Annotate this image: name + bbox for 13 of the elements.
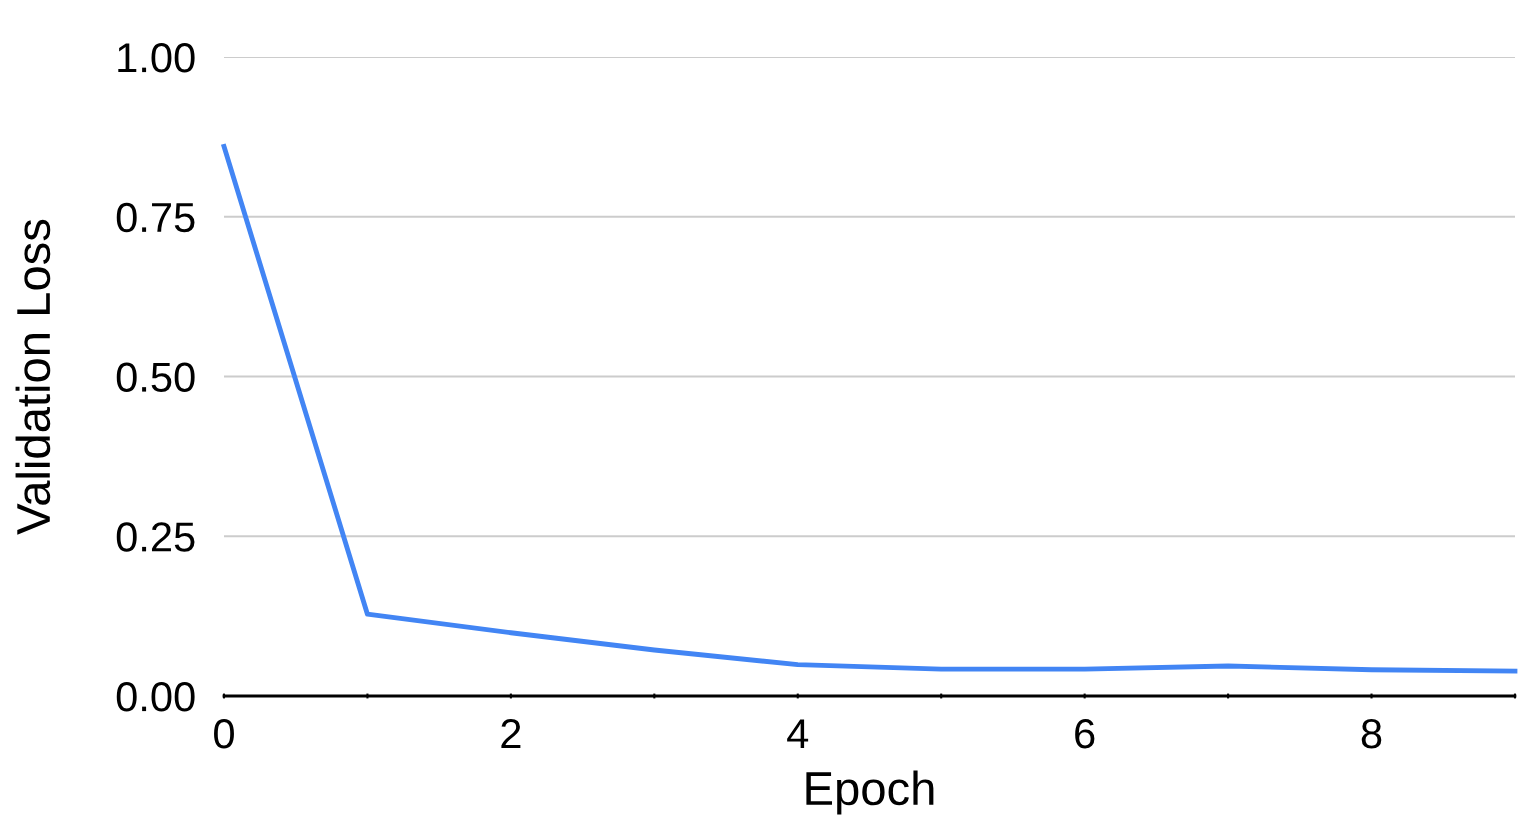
y-tick-label: 1.00 xyxy=(118,43,195,73)
y-tick-label: 0.00 xyxy=(116,682,195,712)
x-tick-label: 2 xyxy=(501,718,521,749)
y-tick-label: 0.50 xyxy=(116,362,195,393)
y-axis-title: Validation Loss xyxy=(15,219,51,535)
x-tick-label: 0 xyxy=(214,718,234,749)
y-tick-label: 0.25 xyxy=(116,522,195,552)
y-tick-label: 0.75 xyxy=(116,202,195,233)
line-series xyxy=(221,144,1518,674)
x-tick-label: 8 xyxy=(1361,718,1382,749)
x-tick-label: 4 xyxy=(787,719,809,749)
x-axis-title: Epoch xyxy=(806,770,934,815)
x-tick-label: 6 xyxy=(1075,718,1095,749)
